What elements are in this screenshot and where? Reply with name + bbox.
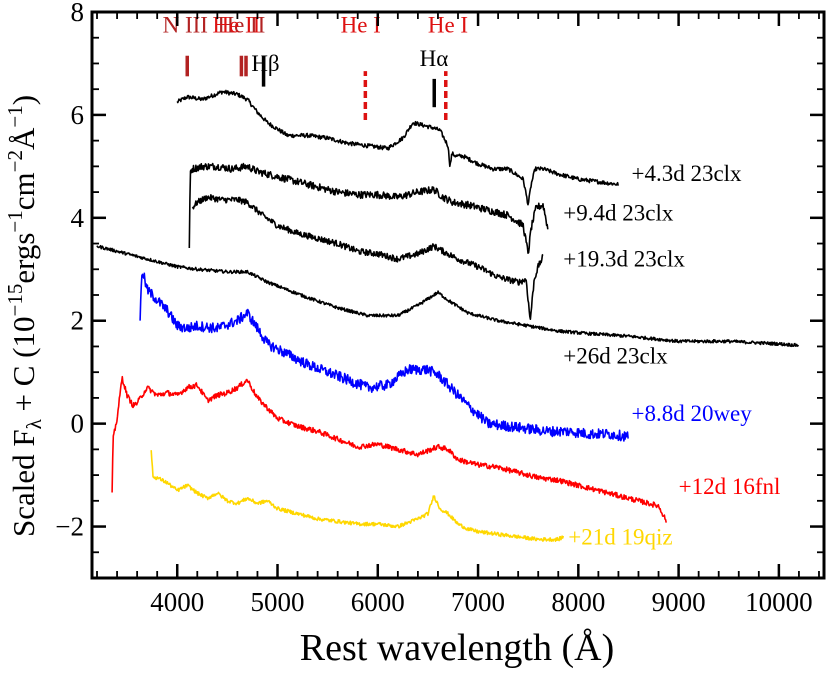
x-tick-label: 8000 xyxy=(551,587,605,617)
series-line-3 xyxy=(96,244,800,348)
x-tick-label: 4000 xyxy=(150,587,204,617)
x-tick-label: 10000 xyxy=(745,587,813,617)
x-axis-title: Rest wavelength (Å) xyxy=(300,627,614,669)
x-tick-label: 5000 xyxy=(251,587,305,617)
x-tick-label: 7000 xyxy=(451,587,505,617)
line-marker-label: He II xyxy=(212,13,260,38)
series-label: +8.8d 20wey xyxy=(631,401,752,426)
y-tick-label: 0 xyxy=(71,409,85,439)
series-label: +19.3d 23clx xyxy=(563,247,685,272)
x-tick-label: 9000 xyxy=(652,587,706,617)
series-line-2 xyxy=(191,194,544,320)
y-tick-label: 2 xyxy=(71,306,85,336)
line-marker-label: Hβ xyxy=(251,51,279,76)
series-label-layer: +4.3d 23clx +9.4d 23clx +19.3d 23clx +26d 2… xyxy=(563,161,780,550)
series-label: +12d 16fnl xyxy=(679,474,781,499)
series-layer xyxy=(96,89,800,542)
line-marker-label: He I xyxy=(428,13,468,38)
series-line-0 xyxy=(176,89,619,206)
axes-layer: 4000 5000 6000 7000 8000 9000 10000 −2 0 2 4 6 8 xyxy=(55,0,826,617)
line-marker-label: N III xyxy=(163,13,208,38)
series-line-5 xyxy=(111,375,667,523)
y-tick-label: −2 xyxy=(55,512,84,542)
x-tick-label: 6000 xyxy=(351,587,405,617)
series-label: +9.4d 23clx xyxy=(563,200,674,225)
y-tick-label: 4 xyxy=(71,203,85,233)
series-label: +4.3d 23clx xyxy=(631,161,742,186)
y-tick-label: 6 xyxy=(71,100,85,130)
line-marker-label: Hα xyxy=(420,46,449,71)
y-axis-title: Scaled Fλ + C (10−15ergs−1cm−2Å−1) xyxy=(3,95,46,537)
series-line-4 xyxy=(139,272,629,442)
series-label: +21d 19qiz xyxy=(568,525,672,550)
series-label: +26d 23clx xyxy=(563,343,668,368)
series-line-1 xyxy=(188,162,549,254)
line-marker-label: He I xyxy=(341,13,381,38)
y-tick-label: 8 xyxy=(71,0,85,27)
series-line-6 xyxy=(150,450,565,542)
